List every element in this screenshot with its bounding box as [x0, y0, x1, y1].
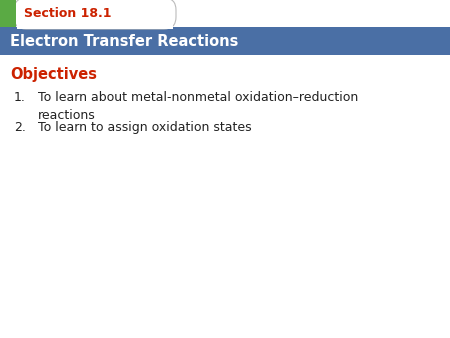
Bar [0, 0, 16, 27]
Bar [0, 27, 450, 55]
FancyBboxPatch shape [14, 0, 176, 29]
Text: Section 18.1: Section 18.1 [24, 7, 112, 20]
Text: To learn to assign oxidation states: To learn to assign oxidation states [38, 121, 252, 134]
Text: Objectives: Objectives [10, 67, 97, 82]
Bar [17, 24, 173, 29]
Text: Electron Transfer Reactions: Electron Transfer Reactions [10, 33, 238, 48]
Text: 1.: 1. [14, 91, 26, 104]
Text: To learn about metal-nonmetal oxidation–reduction
reactions: To learn about metal-nonmetal oxidation–… [38, 91, 358, 122]
Text: 2.: 2. [14, 121, 26, 134]
